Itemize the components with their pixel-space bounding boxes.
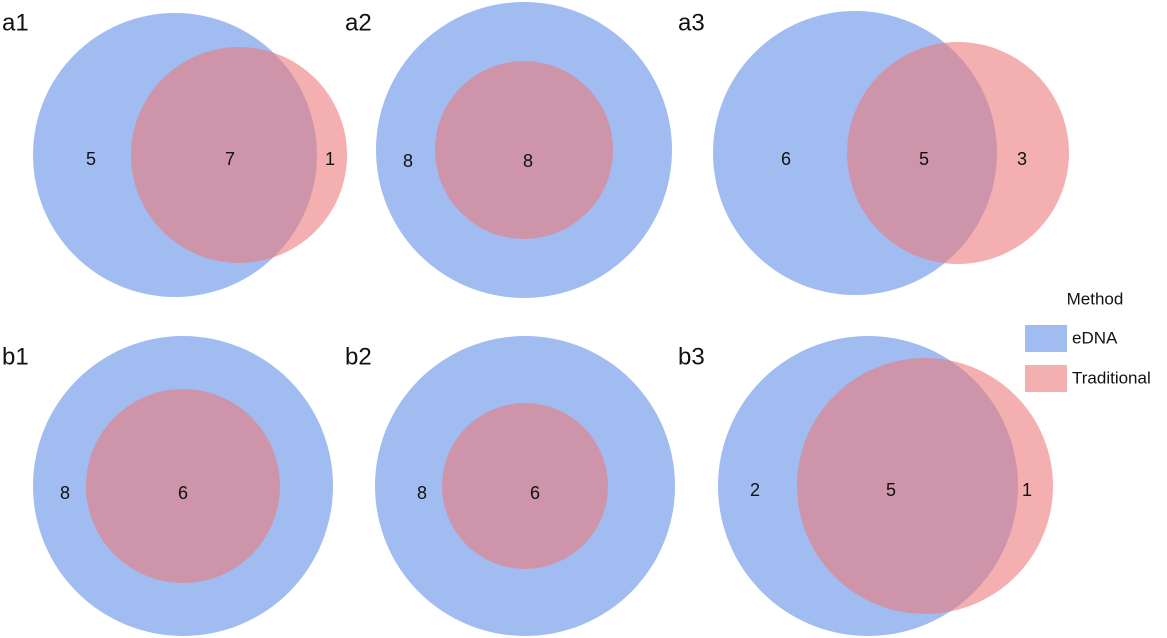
region-count: 3 — [1017, 149, 1027, 169]
panel-label: b2 — [345, 343, 372, 370]
panel-label: b3 — [678, 343, 705, 370]
legend-label: Traditional — [1072, 368, 1151, 387]
panel-label: a3 — [678, 9, 705, 36]
region-count: 5 — [919, 149, 929, 169]
region-count: 6 — [781, 149, 791, 169]
region-count: 1 — [325, 149, 335, 169]
region-count: 1 — [1022, 480, 1032, 500]
panel-label: a2 — [345, 9, 372, 36]
region-count: 5 — [886, 480, 896, 500]
traditional-circle — [86, 389, 280, 583]
region-count: 8 — [417, 483, 427, 503]
traditional-circle — [131, 47, 347, 263]
legend-title: Method — [1067, 289, 1124, 308]
region-count: 8 — [60, 483, 70, 503]
region-count: 6 — [178, 483, 188, 503]
panel-label: b1 — [2, 343, 29, 370]
panel-label: a1 — [2, 9, 29, 36]
legend-swatch — [1025, 365, 1067, 392]
legend-swatch — [1025, 325, 1067, 352]
region-count: 5 — [86, 149, 96, 169]
traditional-circle — [442, 403, 608, 569]
traditional-circle — [797, 358, 1053, 614]
region-count: 6 — [530, 483, 540, 503]
traditional-circle — [435, 61, 613, 239]
legend-label: eDNA — [1072, 328, 1118, 347]
region-count: 2 — [750, 480, 760, 500]
traditional-circle — [847, 42, 1069, 264]
region-count: 7 — [225, 149, 235, 169]
region-count: 8 — [403, 151, 413, 171]
region-count: 8 — [523, 151, 533, 171]
